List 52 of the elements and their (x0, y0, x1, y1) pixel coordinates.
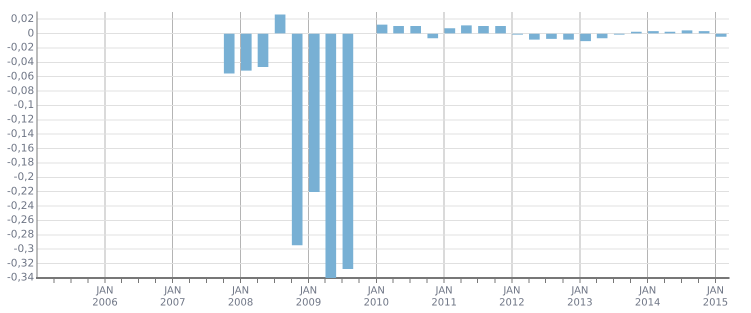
x-tick-label: JAN 2006 (92, 286, 118, 309)
y-tick-label: -0,18 (6, 156, 34, 169)
y-tick-label: -0,34 (6, 272, 34, 284)
x-tick-label: JAN 2013 (567, 286, 593, 309)
bar (240, 34, 252, 71)
bar (461, 25, 472, 34)
bar (444, 28, 456, 34)
bar (427, 34, 438, 38)
y-tick-label: -0,22 (6, 185, 34, 198)
x-tick-label: JAN 2010 (364, 286, 390, 309)
bar (716, 34, 727, 37)
y-tick-label: -0,3 (14, 242, 34, 255)
x-tick-label: JAN 2007 (160, 286, 186, 309)
y-tick-label: -0,28 (6, 228, 34, 241)
y-tick-label: -0,08 (6, 84, 34, 97)
y-tick-label: 0 (27, 27, 34, 40)
bar (376, 24, 388, 34)
bar (410, 26, 422, 34)
bar (393, 26, 404, 34)
bar (596, 34, 608, 38)
x-tick-label: JAN 2012 (499, 286, 525, 309)
x-tick-label: JAN 2014 (634, 286, 660, 309)
y-tick-label: 0,02 (10, 12, 34, 25)
y-tick-label: -0,1 (14, 99, 34, 112)
bar (546, 34, 557, 39)
y-tick-label: -0,14 (6, 128, 34, 140)
bar (274, 14, 286, 34)
bar (342, 34, 354, 269)
bar (529, 34, 540, 40)
y-tick-label: -0,32 (6, 257, 34, 270)
bar (495, 26, 506, 34)
bar (224, 34, 235, 74)
x-tick-label: JAN 2008 (228, 286, 254, 309)
y-tick-label: -0,02 (6, 42, 34, 54)
y-tick-label: -0,04 (6, 56, 34, 68)
bar (563, 34, 574, 40)
bar (308, 34, 320, 192)
bar (325, 34, 336, 278)
bar (580, 34, 591, 42)
y-tick-label: -0,26 (6, 214, 34, 226)
y-tick-label: -0,12 (6, 114, 34, 126)
bar (478, 26, 489, 34)
x-tick-label: JAN 2015 (702, 286, 728, 309)
x-tick-label: JAN 2011 (431, 286, 457, 309)
y-tick-label: -0,24 (6, 200, 34, 212)
y-tick-label: -0,2 (14, 171, 34, 184)
bar (292, 34, 303, 246)
bar (258, 34, 268, 67)
x-tick-label: JAN 2009 (296, 286, 322, 309)
y-tick-label: -0,06 (6, 70, 34, 82)
y-tick-label: -0,16 (6, 142, 34, 154)
bar (682, 30, 692, 34)
